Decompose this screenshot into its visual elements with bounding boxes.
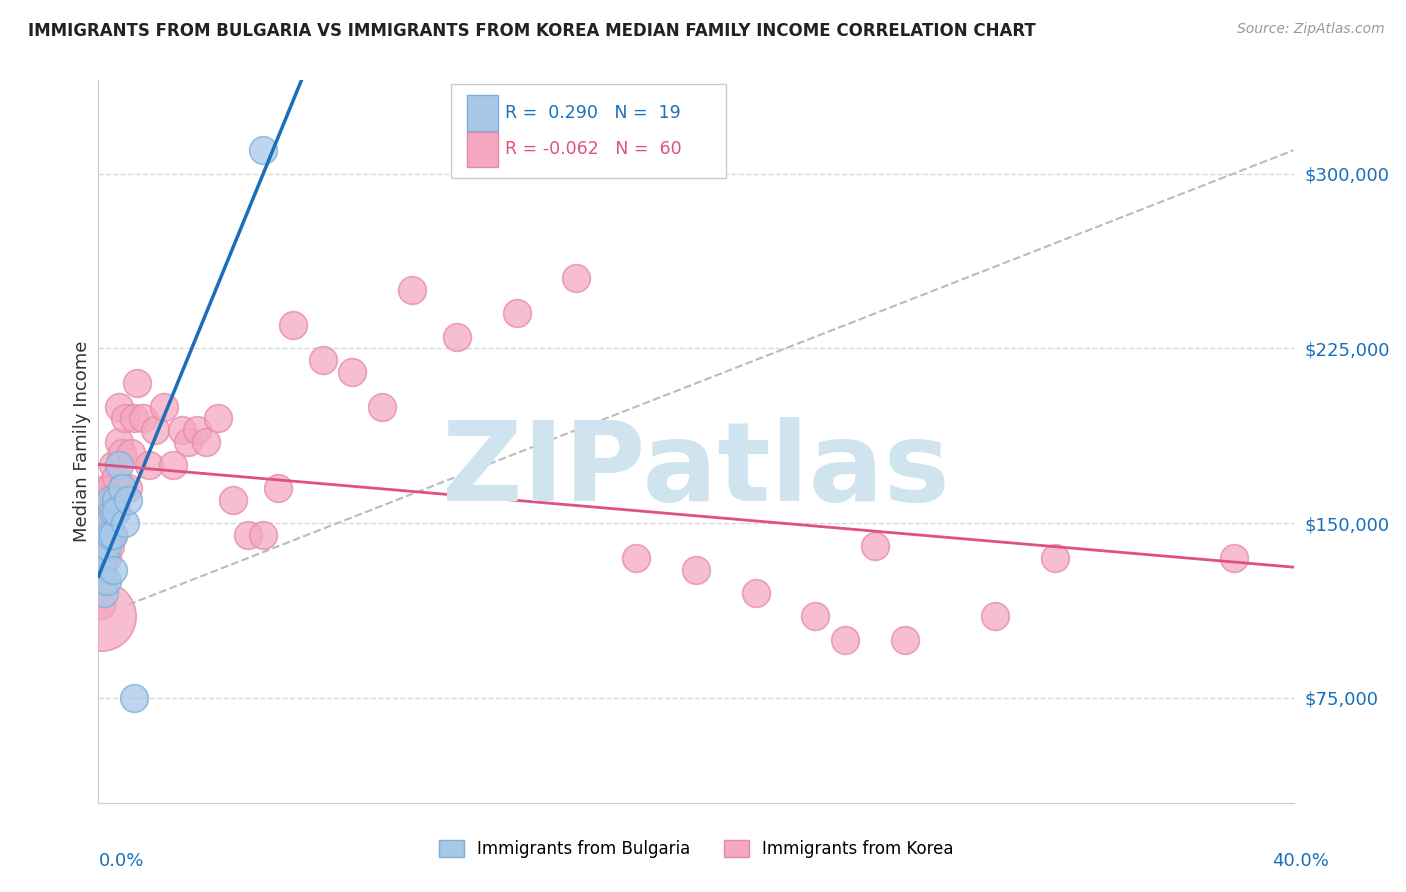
Legend: Immigrants from Bulgaria, Immigrants from Korea: Immigrants from Bulgaria, Immigrants fro… bbox=[430, 832, 962, 867]
Point bbox=[153, 400, 176, 414]
FancyBboxPatch shape bbox=[467, 132, 498, 167]
Point bbox=[1043, 551, 1066, 566]
Point bbox=[98, 481, 122, 495]
Point bbox=[90, 563, 112, 577]
Point bbox=[186, 423, 208, 437]
Point bbox=[93, 492, 115, 507]
Point bbox=[865, 540, 887, 554]
Point bbox=[1223, 551, 1246, 566]
Point bbox=[894, 632, 917, 647]
Point bbox=[111, 481, 134, 495]
Point bbox=[98, 528, 122, 542]
Point bbox=[93, 540, 115, 554]
Point bbox=[984, 609, 1007, 624]
Point bbox=[105, 504, 128, 518]
Point bbox=[96, 574, 118, 589]
Point bbox=[93, 516, 115, 530]
Point bbox=[114, 516, 136, 530]
Point bbox=[103, 528, 125, 542]
Point bbox=[124, 690, 146, 705]
Point bbox=[834, 632, 856, 647]
Text: R =  0.290   N =  19: R = 0.290 N = 19 bbox=[505, 103, 681, 122]
Point bbox=[103, 528, 125, 542]
Point bbox=[108, 434, 131, 449]
Text: 40.0%: 40.0% bbox=[1272, 852, 1329, 870]
Point bbox=[103, 504, 125, 518]
Point bbox=[804, 609, 827, 624]
Y-axis label: Median Family Income: Median Family Income bbox=[73, 341, 91, 542]
Point bbox=[108, 458, 131, 472]
Point bbox=[342, 365, 364, 379]
Point bbox=[103, 458, 125, 472]
Point bbox=[98, 504, 122, 518]
Text: IMMIGRANTS FROM BULGARIA VS IMMIGRANTS FROM KOREA MEDIAN FAMILY INCOME CORRELATI: IMMIGRANTS FROM BULGARIA VS IMMIGRANTS F… bbox=[28, 22, 1036, 40]
Point bbox=[105, 469, 128, 483]
Point bbox=[108, 400, 131, 414]
Point bbox=[745, 586, 768, 600]
Point bbox=[117, 492, 139, 507]
Point bbox=[105, 504, 128, 518]
Point bbox=[90, 609, 112, 624]
Point bbox=[127, 376, 149, 391]
Text: R = -0.062   N =  60: R = -0.062 N = 60 bbox=[505, 140, 682, 158]
Point bbox=[90, 528, 112, 542]
Point bbox=[96, 540, 118, 554]
Point bbox=[626, 551, 648, 566]
Point bbox=[111, 481, 134, 495]
Point bbox=[90, 598, 112, 612]
Point bbox=[267, 481, 290, 495]
Point bbox=[222, 492, 245, 507]
Point bbox=[162, 458, 184, 472]
Point bbox=[96, 528, 118, 542]
Point bbox=[103, 492, 125, 507]
Point bbox=[96, 516, 118, 530]
Point bbox=[371, 400, 394, 414]
Point bbox=[90, 563, 112, 577]
Point bbox=[96, 481, 118, 495]
Point bbox=[96, 504, 118, 518]
Point bbox=[252, 143, 274, 157]
Point bbox=[132, 411, 155, 425]
Text: 0.0%: 0.0% bbox=[98, 852, 143, 870]
Point bbox=[103, 563, 125, 577]
Point bbox=[114, 411, 136, 425]
Point bbox=[98, 540, 122, 554]
Point bbox=[98, 492, 122, 507]
Point bbox=[207, 411, 229, 425]
Point bbox=[105, 492, 128, 507]
Point bbox=[143, 423, 166, 437]
Point bbox=[117, 481, 139, 495]
Point bbox=[195, 434, 218, 449]
Point bbox=[565, 271, 588, 285]
Point bbox=[281, 318, 304, 332]
Point bbox=[252, 528, 274, 542]
Text: Source: ZipAtlas.com: Source: ZipAtlas.com bbox=[1237, 22, 1385, 37]
Point bbox=[506, 306, 529, 320]
Point bbox=[401, 283, 423, 297]
Point bbox=[93, 574, 115, 589]
Point bbox=[685, 563, 707, 577]
Point bbox=[446, 329, 468, 343]
Point bbox=[172, 423, 194, 437]
Point bbox=[111, 446, 134, 460]
Point bbox=[93, 586, 115, 600]
Point bbox=[93, 551, 115, 566]
FancyBboxPatch shape bbox=[451, 84, 725, 178]
Point bbox=[124, 411, 146, 425]
Point bbox=[311, 353, 333, 368]
Text: ZIPatlas: ZIPatlas bbox=[441, 417, 950, 524]
FancyBboxPatch shape bbox=[467, 95, 498, 131]
Point bbox=[96, 551, 118, 566]
Point bbox=[236, 528, 259, 542]
Point bbox=[177, 434, 200, 449]
Point bbox=[120, 446, 142, 460]
Point bbox=[138, 458, 160, 472]
